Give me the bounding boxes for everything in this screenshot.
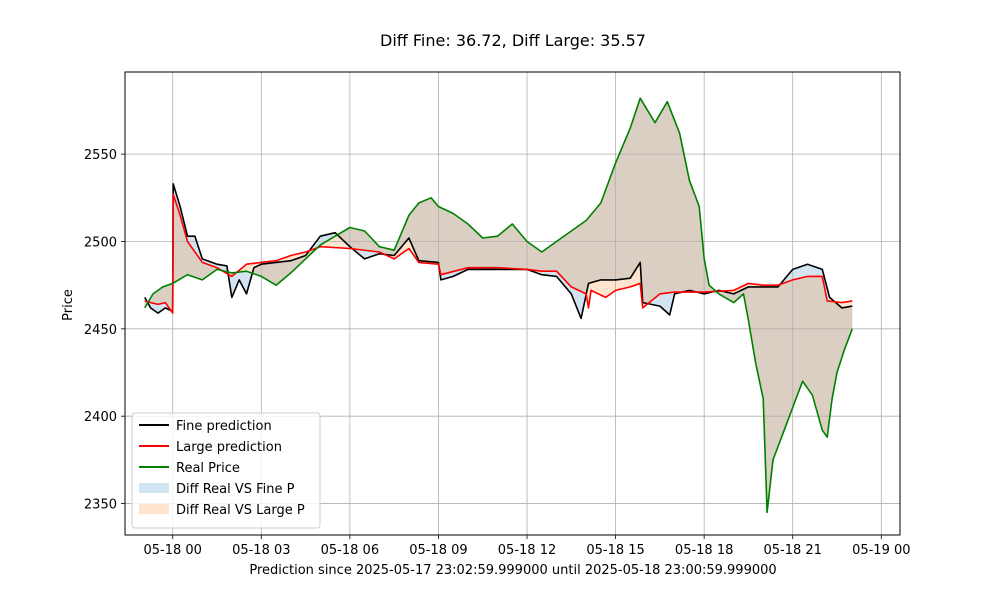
x-tick-label: 05-18 21 (764, 543, 822, 558)
legend-label-diff-real-vs-large-p: Diff Real VS Large P (176, 503, 305, 518)
x-tick-label: 05-18 00 (144, 543, 202, 558)
x-axis: 05-18 00 05-18 03 05-18 06 05-18 09 05-18 12… (144, 535, 911, 558)
x-tick-label: 05-18 06 (321, 543, 379, 558)
fills-layer (144, 98, 853, 513)
legend-swatch-diff-real-vs-fine-p (139, 483, 169, 493)
legend-label-diff-real-vs-fine-p: Diff Real VS Fine P (176, 482, 295, 497)
x-tick-label: 05-19 00 (852, 543, 910, 558)
x-tick-label: 05-18 15 (586, 543, 644, 558)
x-tick-label: 05-18 18 (675, 543, 733, 558)
x-tick-label: 05-18 03 (232, 543, 290, 558)
x-axis-label: Prediction since 2025-05-17 23:02:59.999… (249, 563, 776, 578)
legend: Fine prediction Large prediction Real Pric… (131, 412, 321, 529)
y-tick-label: 2500 (84, 235, 117, 250)
legend-label-real-price: Real Price (176, 461, 240, 476)
y-tick-label: 2550 (84, 148, 117, 163)
series-layer (144, 97, 854, 514)
legend-swatch-diff-real-vs-large-p (139, 504, 169, 514)
x-tick-label: 05-18 12 (498, 543, 556, 558)
legend-label-large-prediction: Large prediction (176, 440, 282, 455)
y-tick-label: 2350 (84, 498, 117, 513)
fill-diff-real-vs-large-p (144, 98, 853, 513)
legend-label-fine-prediction: Fine prediction (176, 419, 272, 434)
y-axis-label: Price (61, 289, 76, 321)
series-line-real-price (144, 97, 854, 514)
chart-title: Diff Fine: 36.72, Diff Large: 35.57 (380, 31, 646, 50)
y-tick-label: 2400 (84, 410, 117, 425)
series-line-large-prediction (144, 193, 853, 314)
y-tick-label: 2450 (84, 323, 117, 338)
fill-diff-real-vs-fine-p (144, 98, 853, 513)
legend-box (131, 412, 321, 529)
x-tick-label: 05-18 09 (409, 543, 467, 558)
plot-frame (124, 71, 901, 536)
y-axis: 2350 2400 2450 2500 2550 (84, 148, 125, 513)
